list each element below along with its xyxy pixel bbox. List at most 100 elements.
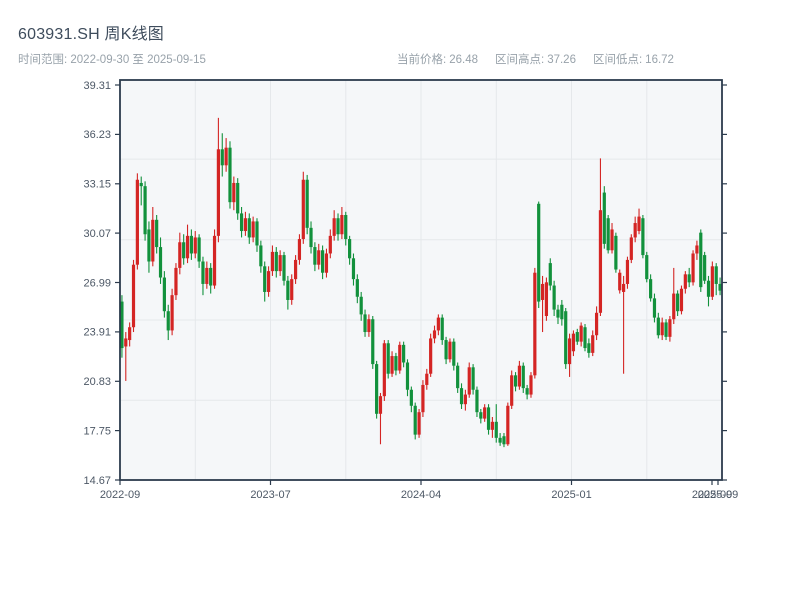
candle-body bbox=[340, 215, 344, 235]
y-tick-label: 14.67 bbox=[83, 475, 111, 487]
candle-body bbox=[124, 338, 128, 347]
candle-body bbox=[471, 367, 475, 390]
candle-body bbox=[278, 255, 282, 272]
candle-body bbox=[197, 237, 201, 262]
candle-body bbox=[448, 341, 452, 360]
candle-body bbox=[494, 421, 498, 438]
candle-body bbox=[305, 179, 309, 228]
candle-body bbox=[332, 218, 336, 236]
candle-body bbox=[147, 229, 151, 262]
candle-body bbox=[224, 147, 228, 166]
stat-range-high: 区间高点: 37.26 bbox=[492, 51, 576, 67]
range-low-label: 区间低点: bbox=[592, 54, 643, 66]
x-tick-label: 2023-07 bbox=[250, 489, 290, 501]
candle-body bbox=[432, 330, 437, 339]
candle-body bbox=[571, 333, 576, 352]
candle-body bbox=[425, 373, 429, 385]
candle-body bbox=[459, 388, 464, 405]
candle-body bbox=[236, 182, 240, 214]
candle-body bbox=[710, 266, 714, 297]
candle-body bbox=[575, 332, 579, 342]
candle-body bbox=[714, 266, 718, 284]
candle-body bbox=[483, 407, 487, 419]
candle-body bbox=[166, 311, 170, 331]
candle-body bbox=[162, 277, 166, 312]
candle-body bbox=[579, 325, 583, 342]
candle-body bbox=[336, 218, 340, 235]
candle-body bbox=[282, 255, 286, 281]
candle-body bbox=[321, 250, 325, 273]
candle-body bbox=[328, 235, 332, 254]
candle-body bbox=[691, 253, 695, 283]
candle-body bbox=[594, 312, 599, 336]
candle-body bbox=[274, 251, 278, 272]
candle-body bbox=[502, 436, 506, 445]
range-low-value: 16.72 bbox=[645, 54, 674, 66]
candle-body bbox=[467, 367, 471, 395]
candle-body bbox=[540, 283, 545, 300]
candle-body bbox=[209, 267, 213, 286]
candle-body bbox=[629, 237, 633, 260]
candle-body bbox=[355, 279, 359, 297]
candle-body bbox=[251, 221, 255, 238]
candle-body bbox=[363, 314, 367, 333]
candle-body bbox=[583, 327, 587, 349]
candle-body bbox=[158, 247, 163, 278]
range-high-value: 37.26 bbox=[547, 54, 576, 66]
candle-body bbox=[174, 267, 178, 296]
candle-body bbox=[652, 298, 657, 318]
candle-body bbox=[317, 250, 321, 265]
candle-body bbox=[402, 344, 406, 363]
candle-body bbox=[255, 221, 259, 246]
candle-body bbox=[587, 343, 591, 353]
candle-body bbox=[521, 365, 525, 389]
candle-body bbox=[247, 218, 251, 238]
candle-body bbox=[228, 147, 232, 203]
candle-body bbox=[537, 203, 541, 302]
candle-body bbox=[567, 338, 572, 365]
candle-body bbox=[598, 210, 603, 313]
candle-body bbox=[606, 218, 610, 251]
candle-body bbox=[309, 227, 313, 248]
candle-body bbox=[672, 293, 676, 320]
candle-body bbox=[456, 365, 460, 389]
candle-body bbox=[120, 301, 124, 349]
candle-body bbox=[359, 296, 363, 315]
candle-body bbox=[591, 335, 595, 353]
candle-body bbox=[718, 283, 722, 291]
candle-body bbox=[143, 186, 147, 235]
candle-body bbox=[490, 421, 494, 430]
candle-body bbox=[679, 288, 684, 312]
candle-body bbox=[394, 356, 398, 371]
candle-body bbox=[290, 279, 294, 300]
candle-body bbox=[348, 239, 352, 259]
x-tick-label: 2022-09 bbox=[100, 489, 140, 501]
candle-body bbox=[378, 396, 383, 414]
candle-body bbox=[205, 267, 209, 284]
candle-body bbox=[185, 235, 190, 259]
candle-body bbox=[533, 272, 537, 376]
candle-body bbox=[633, 223, 637, 238]
candle-body bbox=[544, 282, 549, 316]
y-tick-label: 23.91 bbox=[83, 327, 111, 339]
candle-body bbox=[683, 274, 687, 289]
y-tick-label: 20.83 bbox=[83, 376, 111, 388]
candle-body bbox=[440, 317, 444, 341]
candle-body bbox=[463, 394, 467, 405]
candle-body bbox=[506, 405, 510, 445]
candle-body bbox=[386, 343, 390, 374]
candle-body bbox=[618, 272, 622, 291]
candle-body bbox=[135, 179, 139, 265]
stat-current-price: 当前价格: 26.48 bbox=[394, 51, 478, 67]
candle-body bbox=[313, 247, 317, 265]
candle-body bbox=[201, 261, 205, 284]
candle-body bbox=[131, 264, 136, 328]
candle-body bbox=[436, 317, 440, 331]
stat-range-low: 区间低点: 16.72 bbox=[590, 51, 674, 67]
candle-body bbox=[429, 338, 433, 374]
candle-body bbox=[189, 235, 193, 254]
candle-body bbox=[676, 293, 680, 312]
chart-stats: 当前价格: 26.48 区间高点: 37.26 区间低点: 16.72 bbox=[394, 51, 674, 67]
candle-body bbox=[513, 375, 518, 387]
